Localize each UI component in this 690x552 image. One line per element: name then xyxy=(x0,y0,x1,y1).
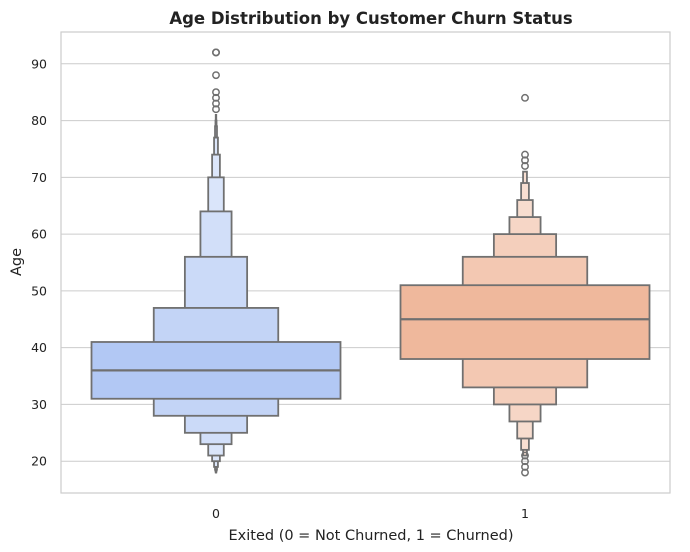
tick-labels: 20 30 40 50 60 70 80 90 0 1 xyxy=(31,56,529,521)
y-tick-label: 40 xyxy=(31,340,47,355)
boxen-level-1 xyxy=(399,284,651,360)
x-tick-label: 1 xyxy=(521,506,529,521)
outlier-point xyxy=(212,88,220,97)
boxen-group-0 xyxy=(90,48,342,474)
outlier-point xyxy=(521,93,529,102)
x-tick-label: 0 xyxy=(212,506,220,521)
x-axis-label: Exited (0 = Not Churned, 1 = Churned) xyxy=(229,528,514,544)
y-tick-label: 30 xyxy=(31,397,47,412)
y-tick-label: 80 xyxy=(31,113,47,128)
boxen-plot xyxy=(90,48,651,477)
outlier-point xyxy=(521,150,529,159)
y-axis-label: Age xyxy=(9,248,25,276)
outlier-point xyxy=(212,71,220,80)
y-tick-label: 20 xyxy=(31,454,47,469)
y-tick-label: 60 xyxy=(31,227,47,242)
y-tick-label: 90 xyxy=(31,56,47,71)
outlier-point xyxy=(212,48,220,57)
outlier-point xyxy=(521,468,529,477)
plot-frame xyxy=(60,31,671,494)
boxen-group-1 xyxy=(399,93,651,477)
y-tick-label: 50 xyxy=(31,283,47,298)
chart-title: Age Distribution by Customer Churn Statu… xyxy=(169,9,573,28)
y-tick-label: 70 xyxy=(31,170,47,185)
